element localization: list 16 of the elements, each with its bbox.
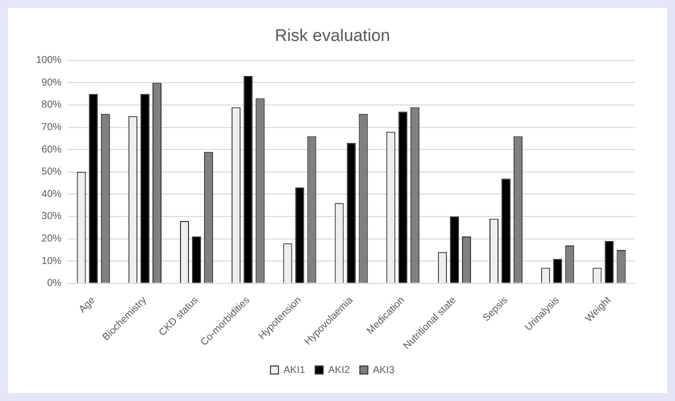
- y-tick-label: 60%: [42, 144, 62, 156]
- y-tick-label: 80%: [42, 100, 62, 111]
- y-tick-label: 40%: [42, 188, 62, 200]
- chart-title: Risk evaluation: [274, 26, 390, 45]
- legend-label: AKI1: [283, 364, 306, 376]
- y-tick-label: 10%: [42, 256, 62, 267]
- y-tick-label: 20%: [42, 234, 62, 245]
- y-tick-label: 90%: [42, 77, 62, 88]
- y-tick-label: 100%: [36, 55, 62, 66]
- y-tick-label: 70%: [42, 122, 62, 134]
- y-tick-label: 30%: [42, 211, 62, 222]
- y-tick-label: 50%: [42, 166, 62, 178]
- legend-label: AKI3: [372, 364, 395, 376]
- x-tick-label: Age: [77, 294, 98, 316]
- legend-label: AKI2: [328, 364, 350, 376]
- y-tick-label: 0%: [47, 278, 62, 290]
